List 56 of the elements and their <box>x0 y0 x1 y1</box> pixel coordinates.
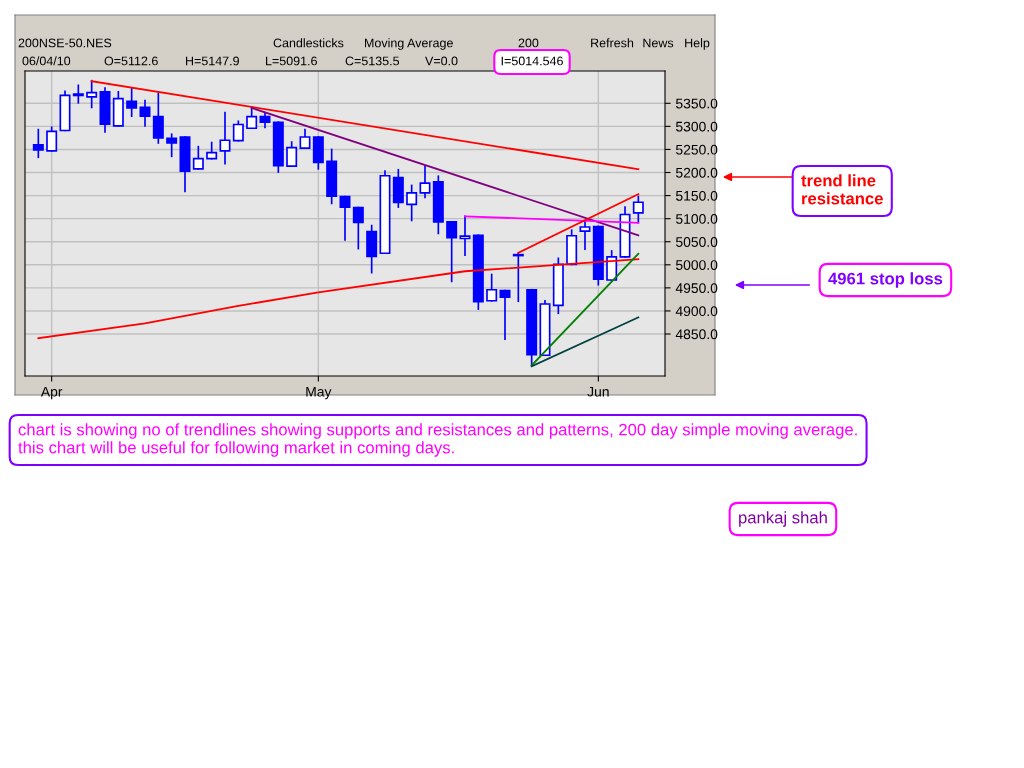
candlestick <box>632 195 644 224</box>
candlestick <box>299 128 311 149</box>
text: trend line resistance <box>801 174 883 205</box>
text: V=0.0 <box>425 56 458 66</box>
candlestick <box>219 111 231 165</box>
candlestick <box>486 273 498 302</box>
text: 200NSE-50.NES <box>18 38 112 48</box>
candlestick <box>406 184 418 222</box>
candlestick <box>499 289 511 340</box>
y-tick-label: 4850.0 <box>675 329 718 340</box>
x-tick-label: Jun <box>587 386 609 397</box>
y-tick-label: 5100.0 <box>675 213 718 224</box>
candlestick <box>139 99 151 127</box>
x-tick-label: May <box>306 386 332 400</box>
y-tick-label: 5050.0 <box>675 237 718 247</box>
text: O=5112.6 <box>104 56 158 66</box>
candlestick <box>446 221 458 283</box>
line-series <box>37 258 640 340</box>
candlestick <box>86 79 98 109</box>
text: 4961 stop loss <box>828 272 943 288</box>
candlestick <box>166 133 178 158</box>
candlestick <box>459 215 471 256</box>
text: L=5091.6 <box>266 56 317 66</box>
text: News <box>643 38 674 48</box>
y-tick-label: 5300.0 <box>675 121 718 132</box>
candlestick <box>339 195 351 241</box>
candlestick <box>126 87 138 118</box>
candlestick <box>232 120 244 142</box>
text: I=5014.546 <box>501 56 563 66</box>
y-tick-label: 5150.0 <box>675 190 718 201</box>
y-tick-label: 4900.0 <box>675 306 718 317</box>
text: 06/04/10 <box>22 56 71 66</box>
text: H=5147.9 <box>186 56 239 66</box>
text: Moving Average <box>365 38 453 50</box>
candlestick <box>192 145 204 170</box>
text: chart is showing no of trendlines showing supports and resistances and patterns, 200 day simple moving average. this chart will be useful for following market in coming days. <box>18 423 857 457</box>
y-tick-label: 5350.0 <box>675 98 718 109</box>
candlestick <box>246 106 258 130</box>
text: Refresh <box>591 38 634 48</box>
y-tick-label: 5000.0 <box>675 260 718 270</box>
x-tick-label: Apr <box>40 386 63 400</box>
text: pankaj shah <box>739 511 827 527</box>
y-tick-label: 5250.0 <box>675 144 718 155</box>
text: Candlesticks <box>273 38 344 48</box>
y-tick-label: 4950.0 <box>675 283 718 294</box>
candlestick <box>32 128 44 159</box>
candlestick <box>46 126 58 152</box>
candlestick <box>352 206 364 250</box>
y-tick-label: 5200.0 <box>675 167 718 178</box>
text: C=5135.5 <box>345 56 400 66</box>
candlestick <box>579 219 591 250</box>
text: Help <box>685 38 710 50</box>
candlestick <box>286 141 298 167</box>
text: 200 <box>518 38 539 48</box>
candlestick <box>152 92 164 144</box>
candlestick <box>419 165 431 199</box>
